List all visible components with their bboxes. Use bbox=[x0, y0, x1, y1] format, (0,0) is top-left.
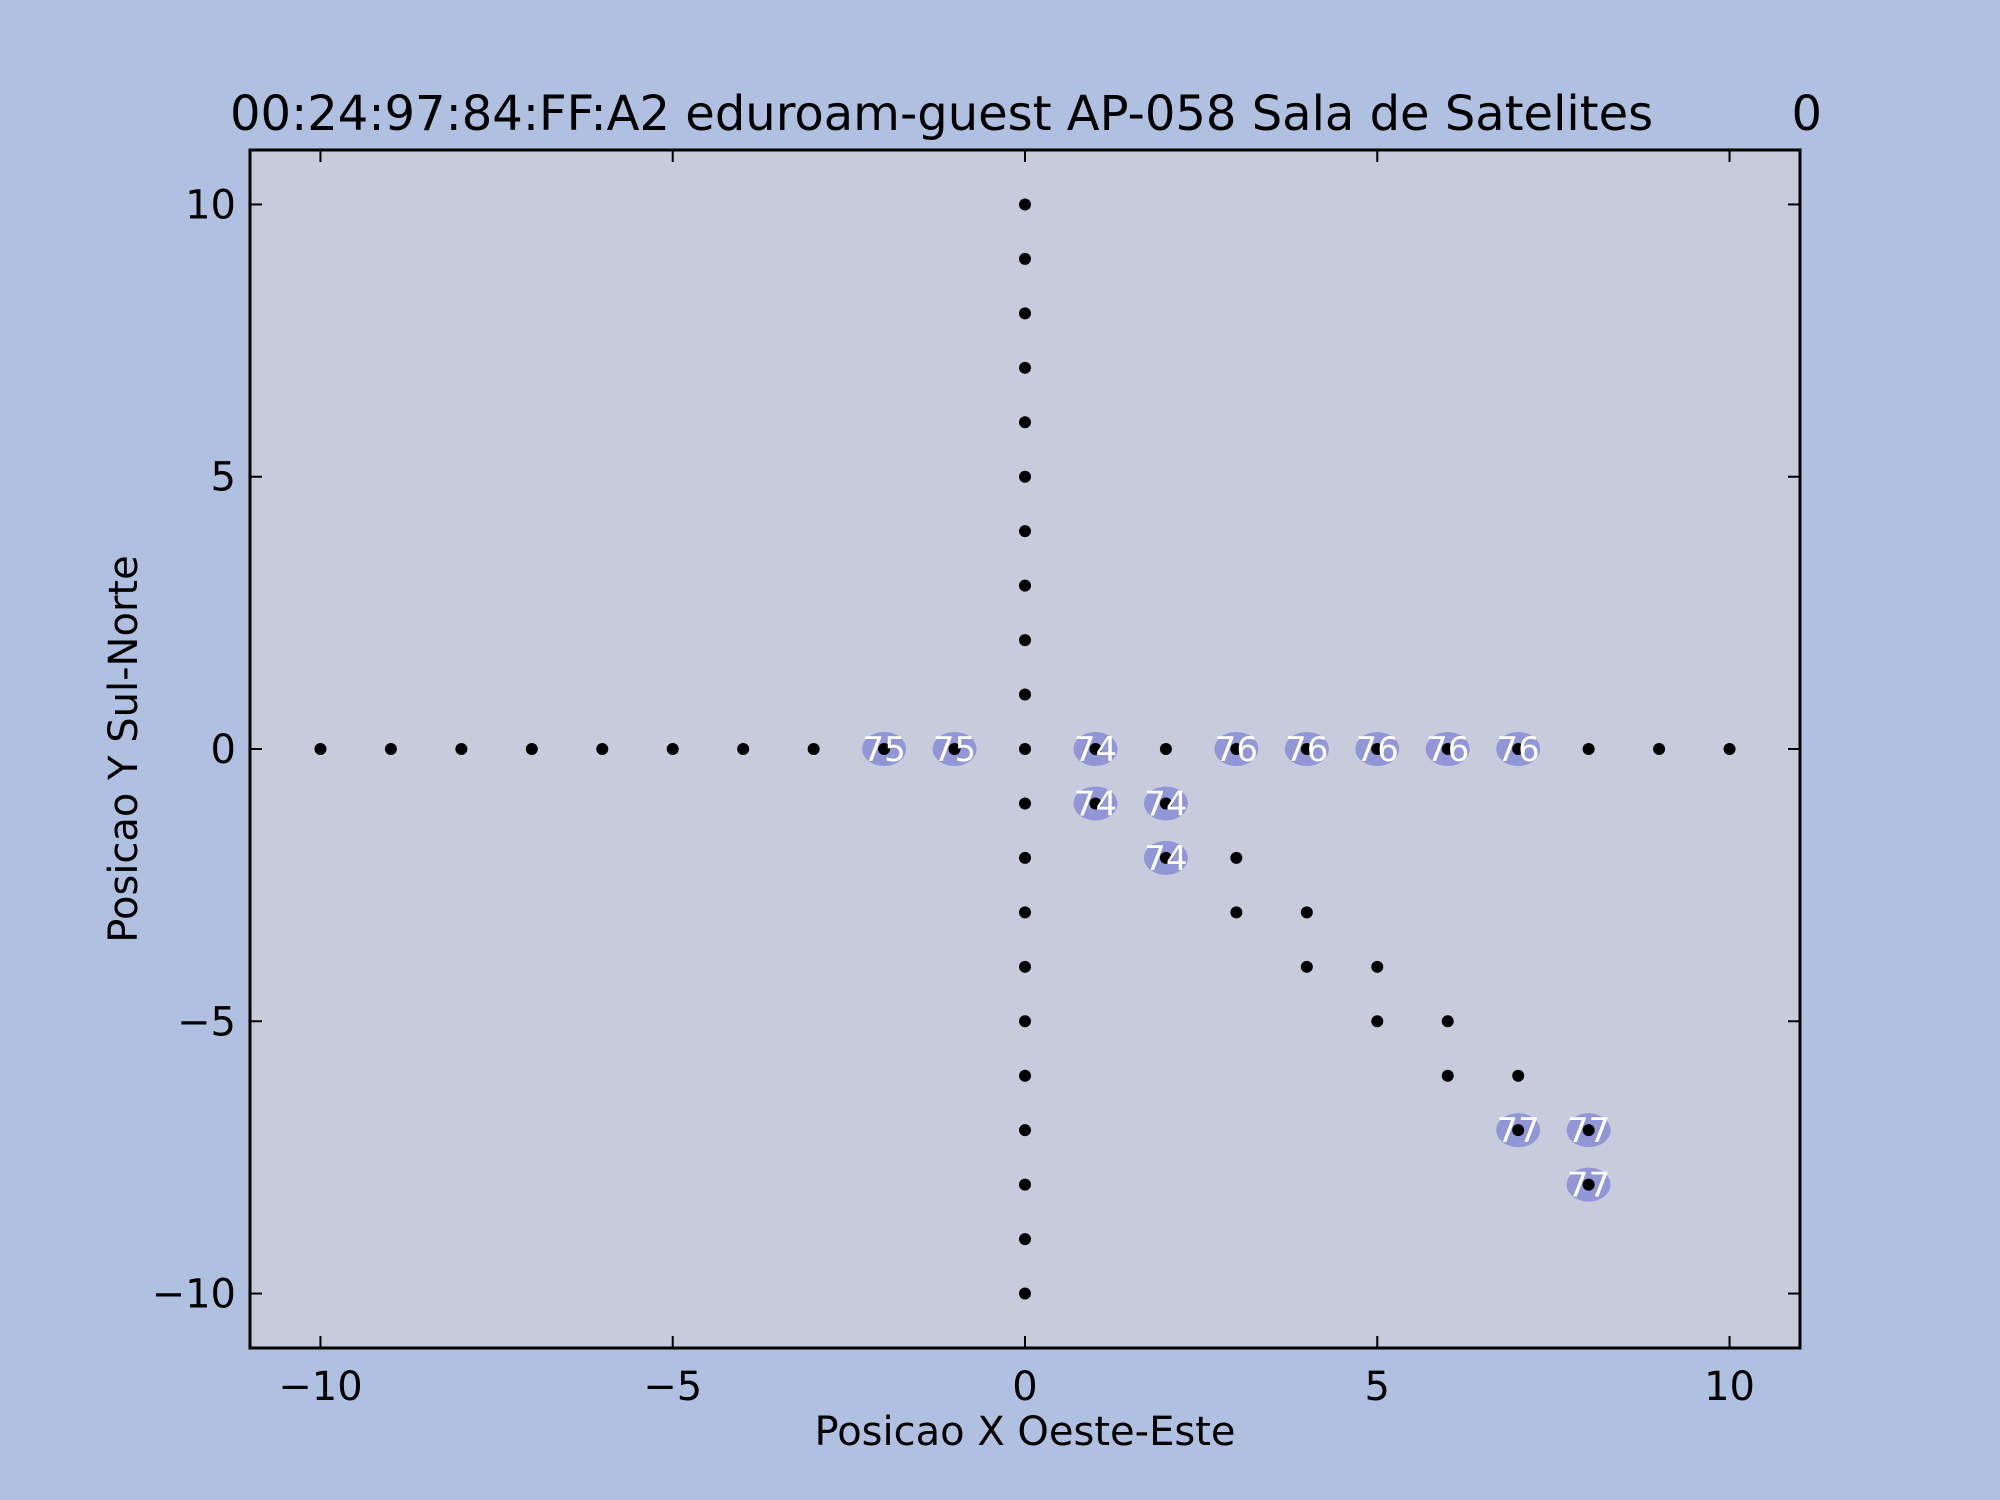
data-point bbox=[1371, 743, 1384, 755]
data-point bbox=[1019, 960, 1031, 973]
data-point bbox=[1019, 1233, 1031, 1246]
annotation-label: 76 bbox=[1215, 730, 1258, 770]
annotation-label: 75 bbox=[933, 730, 976, 770]
x-tick-label: 5 bbox=[1365, 1364, 1390, 1410]
data-point bbox=[384, 743, 397, 755]
data-point bbox=[1019, 361, 1031, 374]
data-point bbox=[1512, 1124, 1525, 1137]
data-point bbox=[1019, 851, 1031, 864]
data-point bbox=[1441, 1069, 1454, 1082]
data-point bbox=[1300, 960, 1313, 973]
y-tick-label: 10 bbox=[185, 182, 236, 228]
data-point bbox=[1653, 743, 1666, 755]
data-point bbox=[948, 743, 961, 755]
data-point bbox=[1441, 743, 1454, 755]
data-point bbox=[1300, 906, 1313, 919]
data-point bbox=[525, 743, 538, 755]
data-point bbox=[737, 743, 750, 755]
x-tick-label: −5 bbox=[643, 1364, 702, 1410]
annotation-label: 74 bbox=[1144, 784, 1187, 824]
y-tick-label: −5 bbox=[177, 999, 236, 1045]
annotation-label: 75 bbox=[862, 730, 905, 770]
data-point bbox=[1019, 634, 1031, 647]
data-point bbox=[1019, 743, 1031, 755]
y-tick-label: 5 bbox=[211, 455, 236, 501]
y-axis-label: Posicao Y Sul-Norte bbox=[101, 555, 147, 942]
annotation-label: 76 bbox=[1426, 730, 1469, 770]
data-point bbox=[1019, 470, 1031, 483]
data-point bbox=[1019, 1069, 1031, 1082]
annotation-label: 77 bbox=[1567, 1111, 1610, 1151]
data-point bbox=[1230, 906, 1243, 919]
ticks-layer: −10 −5 0 5 10 −10 −5 0 5 10 bbox=[152, 150, 1800, 1410]
annotation-label: 76 bbox=[1497, 730, 1540, 770]
data-point bbox=[1019, 1015, 1031, 1028]
chart-title: 00:24:97:84:FF:A2 eduroam-guest AP-058 S… bbox=[230, 86, 1653, 142]
data-point bbox=[1019, 1124, 1031, 1137]
data-point bbox=[666, 743, 679, 755]
data-point bbox=[1159, 743, 1172, 755]
data-point bbox=[1019, 307, 1031, 320]
data-point bbox=[1159, 797, 1172, 810]
data-point bbox=[1300, 743, 1313, 755]
data-point bbox=[1371, 1015, 1384, 1028]
data-point bbox=[1019, 1178, 1031, 1191]
y-tick-label: 0 bbox=[211, 727, 236, 773]
data-point bbox=[1441, 1015, 1454, 1028]
data-point bbox=[1019, 579, 1031, 592]
annotation-label: 74 bbox=[1074, 730, 1117, 770]
data-point bbox=[878, 743, 891, 755]
data-point bbox=[1019, 198, 1031, 211]
data-point bbox=[1512, 743, 1525, 755]
points-layer bbox=[314, 198, 1736, 1300]
data-point bbox=[1089, 797, 1102, 810]
x-axis-label: Posicao X Oeste-Este bbox=[815, 1409, 1236, 1455]
x-tick-label: −10 bbox=[278, 1364, 362, 1410]
data-point bbox=[1371, 960, 1384, 973]
data-point bbox=[1019, 906, 1031, 919]
data-point bbox=[1230, 851, 1243, 864]
data-point bbox=[1019, 416, 1031, 429]
data-point bbox=[1019, 252, 1031, 265]
data-point bbox=[596, 743, 609, 755]
data-point bbox=[455, 743, 468, 755]
data-point bbox=[1019, 797, 1031, 810]
y-tick-label: −10 bbox=[152, 1272, 236, 1318]
annotation-label: 74 bbox=[1074, 784, 1117, 824]
annotation-layer bbox=[862, 732, 1611, 1202]
annotation-label: 76 bbox=[1285, 730, 1328, 770]
annotation-label-layer: 75 75 74 74 74 74 76 76 76 76 76 77 77 77 bbox=[862, 730, 1610, 1206]
data-point bbox=[1089, 743, 1102, 755]
x-tick-label: 0 bbox=[1012, 1364, 1037, 1410]
data-point bbox=[807, 743, 820, 755]
annotation-label: 76 bbox=[1356, 730, 1399, 770]
data-point bbox=[314, 743, 327, 755]
annotation-label: 74 bbox=[1144, 839, 1187, 879]
annotation-label: 77 bbox=[1567, 1166, 1610, 1206]
data-point bbox=[1019, 688, 1031, 701]
x-tick-label: 10 bbox=[1704, 1364, 1755, 1410]
data-point bbox=[1723, 743, 1736, 755]
data-point bbox=[1159, 851, 1172, 864]
annotation-label: 77 bbox=[1497, 1111, 1540, 1151]
data-point bbox=[1019, 1287, 1031, 1300]
data-point bbox=[1019, 525, 1031, 538]
data-point bbox=[1512, 1069, 1525, 1082]
data-point bbox=[1582, 743, 1595, 755]
data-point bbox=[1582, 1178, 1595, 1191]
chart-title-counter: 0 bbox=[1791, 86, 1822, 142]
data-point bbox=[1230, 743, 1243, 755]
data-point bbox=[1582, 1124, 1595, 1137]
